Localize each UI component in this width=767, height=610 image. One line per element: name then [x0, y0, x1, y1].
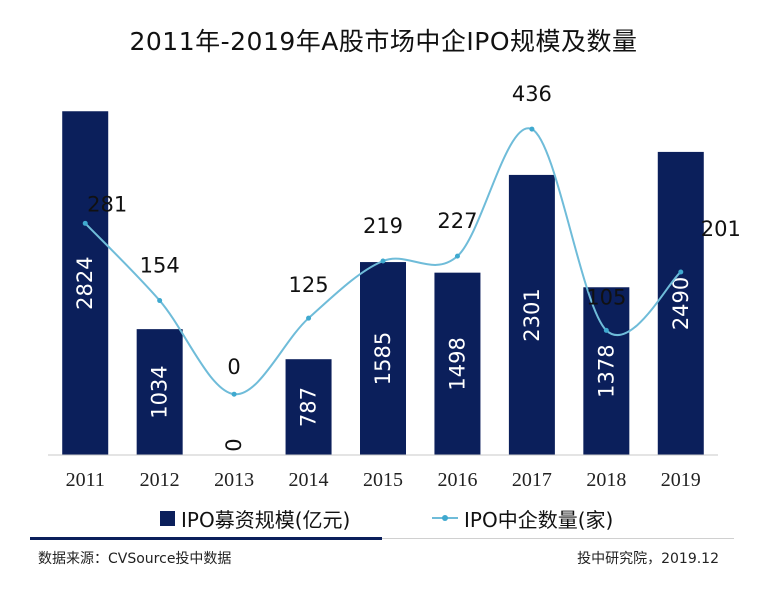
x-tick-label-2012: 2012 — [140, 469, 180, 491]
x-tick-label-2015: 2015 — [363, 469, 403, 491]
line-point-2012 — [157, 298, 163, 304]
bar-value-label-2016: 1498 — [445, 337, 469, 390]
bar-2018 — [583, 287, 630, 455]
line-point-2013 — [231, 391, 237, 397]
footer-credit: 投中研究院，2019.12 — [577, 551, 719, 567]
bar-value-label-2019: 2490 — [669, 277, 693, 330]
line-value-label-2016: 227 — [437, 209, 477, 233]
bar-value-label-2015: 1585 — [371, 332, 395, 385]
line-point-2015 — [380, 258, 386, 264]
bar-value-label-2017: 2301 — [520, 288, 544, 341]
chart-title: 2011年-2019年A股市场中企IPO规模及数量 — [129, 27, 638, 56]
x-tick-label-2013: 2013 — [214, 469, 254, 491]
footer-source: 数据来源：CVSource投中数据 — [38, 551, 232, 567]
line-path — [84, 127, 682, 396]
legend-bar-label: IPO募资规模(亿元) — [181, 507, 351, 532]
bar-2015 — [360, 262, 406, 455]
bar-2011 — [62, 111, 109, 455]
bar-value-label-2012: 1034 — [148, 365, 172, 418]
line-value-label-2012: 154 — [140, 254, 180, 278]
line-value-label-2014: 125 — [289, 273, 329, 297]
bar-value-label-2011: 2824 — [73, 256, 97, 309]
legend-item-line: IPO中企数量(家) — [432, 503, 613, 533]
bar-value-label-2013: 0 — [222, 438, 246, 451]
x-tick-label-2011: 2011 — [66, 469, 105, 491]
x-axis-ticks: 2011 2012 2013 2014 2015 2016 2017 2018 2019 — [66, 469, 701, 491]
line-value-label-2017: 436 — [512, 82, 552, 106]
line-value-label-2015: 219 — [363, 214, 403, 238]
line-value-label-2019: 201 — [701, 217, 741, 241]
legend-line-label: IPO中企数量(家) — [464, 507, 614, 532]
bar-value-label-2014: 787 — [297, 387, 321, 427]
line-series: 281 154 0 125 219 227 436 105 201 — [82, 82, 741, 397]
legend: IPO募资规模(亿元) IPO中企数量(家) — [0, 503, 767, 533]
bar-2017 — [508, 174, 555, 455]
legend-item-bar: IPO募资规模(亿元) — [160, 503, 350, 533]
bar-2016 — [434, 272, 481, 455]
x-tick-label-2016: 2016 — [437, 469, 477, 491]
footer-divider-dark — [30, 537, 382, 540]
bar-series: 2824 1034 0 787 1585 1498 2301 1378 2490 — [62, 111, 704, 455]
bar-value-label-2018: 1378 — [594, 344, 618, 397]
line-point-2014 — [306, 315, 312, 321]
line-value-label-2018: 105 — [586, 285, 626, 309]
chart-plot: 2824 1034 0 787 1585 1498 2301 1378 2490 281 154 0… — [48, 82, 741, 491]
legend-bar-swatch — [160, 510, 175, 526]
footer-divider-light — [382, 538, 734, 539]
legend-line-swatch — [432, 512, 458, 524]
line-point-2018 — [603, 327, 609, 333]
line-point-2016 — [454, 253, 460, 259]
line-value-label-2011: 281 — [87, 192, 127, 216]
line-value-label-2013: 0 — [227, 355, 240, 379]
x-tick-label-2019: 2019 — [661, 469, 701, 491]
bar-2012 — [136, 329, 183, 455]
line-point-2017 — [529, 126, 535, 132]
bar-2014 — [285, 359, 332, 455]
line-point-2019 — [678, 269, 684, 275]
x-tick-label-2017: 2017 — [512, 469, 552, 491]
line-point-2011 — [82, 220, 88, 226]
x-tick-label-2014: 2014 — [289, 469, 329, 491]
bar-2019 — [657, 151, 704, 455]
x-tick-label-2018: 2018 — [586, 469, 626, 491]
